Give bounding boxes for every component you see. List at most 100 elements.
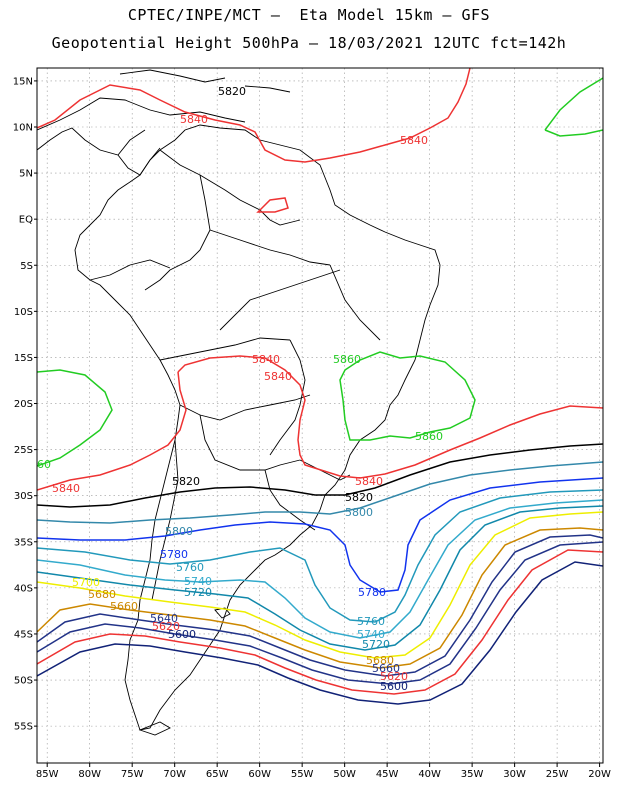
country-border: [329, 264, 381, 341]
latitude-tick-label: 5S: [20, 261, 33, 272]
country-border: [151, 439, 179, 601]
country-border: [219, 269, 341, 331]
longitude-tick-label: 35W: [461, 769, 484, 780]
country-border: [159, 337, 291, 361]
longitude-tick-label: 50W: [333, 769, 356, 780]
contour-label: 5840: [355, 475, 383, 488]
south-america-coast: [74, 124, 441, 731]
contour-5660: [37, 534, 603, 677]
contour-label: 5860: [333, 353, 361, 366]
contour-label: 5780: [160, 548, 188, 561]
contour-label: 5860: [415, 430, 443, 443]
map-title-line2: Geopotential Height 500hPa – 18/03/2021 …: [51, 34, 567, 52]
longitude-tick-label: 40W: [418, 769, 441, 780]
contour-label: 60: [37, 458, 51, 471]
contour-label: 5620: [152, 620, 180, 633]
contour-label: 5840: [264, 370, 292, 383]
contour-5680: [37, 527, 603, 669]
contour-label: 5740: [184, 575, 212, 588]
contour-label: 5720: [184, 586, 212, 599]
contour-label: 5840: [252, 353, 280, 366]
latitude-tick-label: 10S: [14, 307, 33, 318]
contour-label: 5800: [165, 525, 193, 538]
contour-5840: [256, 197, 289, 213]
contour-5860: [37, 369, 113, 467]
central-america-coast: [37, 97, 246, 131]
longitude-tick-label: 75W: [121, 769, 144, 780]
contour-5800: [37, 461, 603, 524]
contour-label: 5720: [362, 638, 390, 651]
longitude-tick-label: 55W: [291, 769, 314, 780]
country-border: [269, 339, 306, 456]
contour-5840: [37, 68, 471, 163]
longitude-tick-label: 45W: [376, 769, 399, 780]
land-outlines: [37, 69, 441, 736]
latitude-tick-label: 20S: [14, 399, 33, 410]
contour-label: 5680: [88, 588, 116, 601]
caribbean-island: [244, 85, 291, 93]
country-border: [199, 414, 301, 471]
latitude-tick-label: 15S: [14, 353, 33, 364]
contour-label: 5640: [150, 612, 178, 625]
contour-label: 5600: [168, 628, 196, 641]
central-america-south-coast: [37, 127, 146, 156]
latitude-tick-label: 25S: [14, 445, 33, 456]
contour-5840: [177, 355, 603, 479]
contour-5860: [339, 351, 476, 441]
contour-label: 5820: [345, 491, 373, 504]
contour-label: 5660: [372, 662, 400, 675]
contour-5860: [544, 129, 603, 137]
contour-label: 5760: [357, 615, 385, 628]
contour-5720: [37, 505, 603, 651]
contour-5760: [37, 489, 603, 623]
latitude-tick-label: 5N: [19, 169, 33, 180]
longitude-tick-label: 25W: [546, 769, 569, 780]
contour-label: 5740: [357, 628, 385, 641]
longitude-tick-label: 80W: [78, 769, 101, 780]
longitude-tick-label: 65W: [206, 769, 229, 780]
contour-5640: [37, 541, 603, 685]
contour-5600: [37, 561, 603, 705]
contour-5820: [37, 443, 603, 508]
contour-label: 5780: [358, 586, 386, 599]
contour-label: 5840: [52, 482, 80, 495]
country-border: [144, 174, 211, 291]
latitude-tick-label: EQ: [19, 215, 33, 226]
latitude-tick-label: 10N: [13, 122, 33, 133]
contour-label: 5600: [380, 680, 408, 693]
axis-ticks: 85W 80W 75W 70W 65W 60W 55W 50W 45W 40W 35W 30W 25W 2…: [13, 76, 611, 780]
contour-label: 5760: [176, 561, 204, 574]
contour-label: 5660: [110, 600, 138, 613]
contours: [37, 68, 603, 705]
contour-label: 5800: [345, 506, 373, 519]
longitude-tick-label: 70W: [163, 769, 186, 780]
country-border: [209, 229, 331, 266]
contour-labels: 5820 5840 5840 5840 5860 5860 5820 5820 …: [37, 85, 443, 693]
contour-label: 5680: [366, 654, 394, 667]
latitude-tick-label: 45S: [14, 629, 33, 640]
contour-5620: [37, 549, 603, 695]
latitude-tick-label: 15N: [13, 76, 33, 87]
country-border: [89, 259, 171, 281]
contour-5740: [37, 499, 603, 639]
longitude-tick-label: 30W: [503, 769, 526, 780]
contour-5840: [37, 371, 187, 491]
country-border: [159, 149, 301, 226]
longitude-tick-label: 85W: [36, 769, 59, 780]
contour-label: 5820: [218, 85, 246, 98]
caribbean-island: [119, 69, 226, 83]
latitude-tick-label: 35S: [14, 537, 33, 548]
contour-label: 5820: [172, 475, 200, 488]
contour-5780: [37, 477, 603, 593]
contour-label: 5840: [180, 113, 208, 126]
contour-label: 5620: [380, 670, 408, 683]
longitude-tick-label: 20W: [588, 769, 611, 780]
longitude-tick-label: 60W: [248, 769, 271, 780]
latitude-tick-label: 30S: [14, 491, 33, 502]
contour-label: 5840: [400, 134, 428, 147]
contour-5700: [37, 511, 603, 659]
contour-label: 5700: [72, 576, 100, 589]
map-title-line1: CPTEC/INPE/MCT – Eta Model 15km – GFS: [127, 6, 491, 24]
latitude-tick-label: 55S: [14, 722, 33, 733]
